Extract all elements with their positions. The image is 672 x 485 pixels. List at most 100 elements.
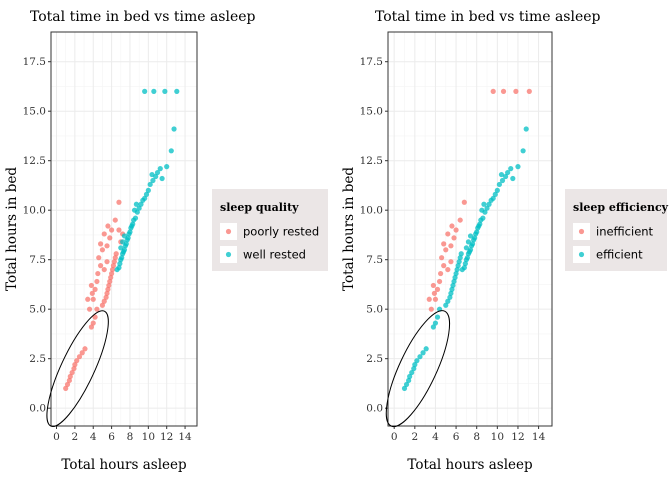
chart-title: Total time in bed vs time asleep <box>375 9 601 25</box>
data-point <box>168 148 174 154</box>
data-point <box>498 171 505 178</box>
y-tick-label: 0.0 <box>29 403 46 415</box>
data-point <box>490 195 496 201</box>
data-point <box>486 201 492 207</box>
data-point <box>97 263 104 269</box>
x-tick-label: 12 <box>511 431 524 443</box>
data-point <box>463 245 469 251</box>
data-point <box>469 241 476 247</box>
data-point <box>66 377 72 384</box>
data-point <box>121 233 128 239</box>
data-point <box>116 227 122 233</box>
data-point <box>131 207 138 213</box>
data-point <box>92 286 98 292</box>
data-point <box>441 263 447 269</box>
legend-title: sleep quality <box>220 201 299 214</box>
data-point <box>142 88 148 94</box>
data-point <box>451 235 457 241</box>
data-point <box>481 201 487 207</box>
y-tick-label: 12.5 <box>360 155 383 167</box>
chart-panel-1: Total time in bed vs time asleep 0 2 4 6 8 10 1… <box>4 9 328 473</box>
x-tick-label: 0 <box>53 431 60 443</box>
data-points <box>401 88 532 391</box>
data-point <box>434 286 441 292</box>
data-point <box>120 239 126 245</box>
data-point <box>457 217 463 223</box>
data-point <box>171 126 177 132</box>
y-axis: 0.0 2.5 5.0 7.5 10.0 12.5 15.0 17.5 <box>360 56 388 415</box>
x-axis-title: Total hours asleep <box>407 457 532 473</box>
legend: sleep quality poorly rested well rested <box>212 189 328 271</box>
data-point <box>67 373 73 380</box>
data-point <box>467 233 474 239</box>
panel-border <box>387 31 553 427</box>
data-point <box>133 201 139 207</box>
data-point <box>484 205 490 211</box>
y-tick-label: 2.5 <box>29 353 46 365</box>
data-point <box>89 290 95 296</box>
x-tick-label: 6 <box>108 431 115 443</box>
y-tick-label: 15.0 <box>360 106 383 118</box>
data-point <box>112 255 118 261</box>
x-tick-label: 12 <box>160 431 173 443</box>
data-point <box>508 166 514 172</box>
data-point <box>438 270 444 277</box>
data-point <box>414 358 420 364</box>
data-point <box>480 215 486 221</box>
y-tick-label: 12.5 <box>23 155 46 167</box>
data-point <box>88 324 95 330</box>
data-point <box>64 381 71 388</box>
data-point <box>430 324 436 330</box>
data-point <box>151 88 157 94</box>
data-point <box>109 266 116 273</box>
data-point <box>162 88 168 94</box>
data-point <box>447 294 453 300</box>
x-tick-label: 2 <box>72 431 79 443</box>
data-point <box>107 278 113 285</box>
data-point <box>492 191 498 197</box>
data-point <box>105 223 111 229</box>
data-point <box>94 278 100 285</box>
x-axis: 0 2 4 6 8 10 12 14 <box>391 426 546 443</box>
data-point <box>159 175 165 182</box>
data-point <box>445 231 451 237</box>
series-inefficient <box>426 88 532 312</box>
data-point <box>420 350 426 356</box>
annotation-ellipse <box>385 310 451 428</box>
x-tick-label: 6 <box>453 431 460 443</box>
data-point <box>71 365 77 372</box>
data-point <box>90 320 96 326</box>
data-point <box>154 169 161 176</box>
data-point <box>164 164 170 170</box>
data-point <box>79 350 85 356</box>
data-point <box>490 88 496 94</box>
y-tick-label: 5.0 <box>366 304 383 316</box>
y-tick-label: 17.5 <box>23 56 46 68</box>
data-point <box>99 247 106 253</box>
data-point <box>448 243 454 249</box>
chart-title: Total time in bed vs time asleep <box>30 9 256 25</box>
data-point <box>472 235 478 241</box>
data-point <box>109 227 115 233</box>
data-point <box>116 265 122 271</box>
data-point <box>101 266 107 273</box>
data-point <box>111 259 117 265</box>
data-point <box>449 286 455 292</box>
data-point <box>403 381 410 388</box>
data-point <box>82 346 88 352</box>
x-tick-label: 10 <box>142 431 155 443</box>
data-point <box>452 274 458 281</box>
y-tick-label: 7.5 <box>29 254 46 266</box>
data-point <box>92 314 98 320</box>
chart-panel-2: Total time in bed vs time asleep 0 2 4 6 8 10 1… <box>341 9 669 473</box>
data-point <box>443 302 449 308</box>
data-point <box>462 261 468 267</box>
data-point <box>454 266 460 273</box>
y-tick-label: 15.0 <box>23 106 46 118</box>
data-point <box>423 346 429 352</box>
y-tick-label: 10.0 <box>360 205 383 217</box>
legend: sleep efficiency inefficient efficient <box>565 189 669 271</box>
data-point <box>142 195 148 201</box>
x-tick-label: 8 <box>473 431 480 443</box>
data-point <box>147 181 153 188</box>
